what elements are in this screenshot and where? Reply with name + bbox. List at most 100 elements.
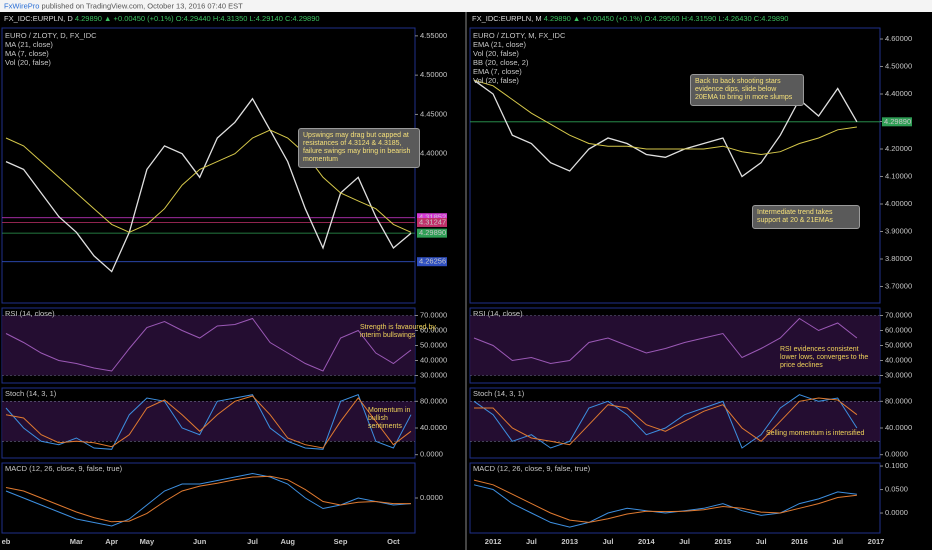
author[interactable]: FxWirePro — [4, 1, 39, 10]
ohlc: O:4.29560 H:4.31590 L:4.26430 C:4.29890 — [645, 14, 789, 23]
x-tick-label: 2015 — [715, 537, 732, 546]
x-tick-label: May — [140, 537, 155, 546]
ohlc: O:4.29440 H:4.31350 L:4.29140 C:4.29890 — [176, 14, 320, 23]
stoch-line — [474, 397, 858, 446]
annotation: Back to back shooting stars evidence dip… — [690, 74, 804, 106]
y-tick-label: 40.0000 — [885, 355, 912, 364]
y-tick-label: 4.40000 — [885, 89, 912, 98]
x-tick-label: Jul — [247, 537, 258, 546]
x-tick-label: 2013 — [561, 537, 578, 546]
y-tick-label: 70.0000 — [420, 310, 447, 319]
legend-entry: MA (7, close) — [5, 49, 49, 58]
symbol: FX_IDC:EURPLN, D — [4, 14, 73, 23]
pane-title: MACD (12, 26, close, 9, false, true) — [5, 464, 123, 473]
y-tick-label: 4.20000 — [885, 144, 912, 153]
level-label: 4.29890 — [884, 117, 911, 126]
y-tick-label: 0.0000 — [885, 508, 908, 517]
pane-frame — [469, 27, 881, 304]
stoch-line — [5, 394, 412, 450]
price-line — [5, 97, 412, 273]
publish-text: published on TradingView.com, October 13… — [42, 1, 244, 10]
stoch-line — [5, 395, 412, 449]
annotation: Strength is favaoured by interim bullswi… — [360, 324, 436, 339]
symbol-info: FX_IDC:EURPLN, D 4.29890 ▲ +0.00450 (+0.… — [4, 14, 320, 23]
x-tick-label: 2014 — [638, 537, 656, 546]
y-tick-label: 0.0000 — [885, 450, 908, 459]
y-tick-label: 4.10000 — [885, 171, 912, 180]
legend-entry: Vol (20, false) — [473, 49, 519, 58]
pane-frame — [469, 462, 881, 534]
y-tick-label: 4.60000 — [885, 34, 912, 43]
level-label: 4.29890 — [419, 228, 446, 237]
x-tick-label: 2012 — [485, 537, 502, 546]
y-tick-label: 40.0000 — [885, 423, 912, 432]
moving-average — [473, 79, 857, 156]
x-tick-label: Jul — [832, 537, 843, 546]
pane-frame — [1, 462, 416, 534]
symbol-info: FX_IDC:EURPLN, M 4.29890 ▲ +0.00450 (+0.… — [472, 14, 788, 23]
indicator-band — [2, 315, 415, 376]
y-tick-label: 80.0000 — [885, 396, 912, 405]
level-badge — [417, 213, 447, 223]
level-label: 4.26256 — [419, 257, 446, 266]
annotation: Selling momentum is intensified — [766, 430, 865, 437]
y-tick-label: 40.0000 — [420, 355, 447, 364]
y-tick-label: 4.50000 — [420, 70, 447, 79]
annotation: Upswings may drag but capped at resistan… — [298, 128, 420, 168]
legend-entry: EMA (21, close) — [473, 40, 526, 49]
y-tick-label: 0.0000 — [420, 493, 443, 502]
y-tick-label: 4.50000 — [885, 61, 912, 70]
x-tick-label: Sep — [334, 537, 348, 546]
y-tick-label: 50.0000 — [420, 340, 447, 349]
level-label: 4.31852 — [419, 213, 446, 222]
annotation: Intermediate trend takes support at 20 &… — [752, 205, 860, 229]
macd-line — [473, 484, 857, 528]
x-tick-label: Apr — [105, 537, 118, 546]
level-badge — [417, 217, 447, 227]
annotation: RSI evidences consistent lower lows, con… — [780, 346, 869, 369]
y-tick-label: 30.0000 — [420, 370, 447, 379]
legend-entry: MA (21, close) — [5, 40, 53, 49]
y-tick-label: 0.1000 — [885, 461, 908, 470]
price-line — [473, 79, 858, 178]
level-badge — [417, 257, 447, 267]
pane-title: MACD (12, 26, close, 9, false, true) — [473, 464, 591, 473]
y-tick-label: 0.0500 — [885, 485, 908, 494]
x-tick-label: Jul — [679, 537, 690, 546]
pane-title: Stoch (14, 3, 1) — [473, 389, 525, 398]
legend-entry: EMA (7, close) — [473, 67, 522, 76]
price-change: 4.29890 ▲ +0.00450 (+0.1%) — [75, 14, 174, 23]
y-tick-label: 40.0000 — [420, 423, 447, 432]
y-tick-label: 60.0000 — [420, 325, 447, 334]
publish-line: FxWirePro published on TradingView.com, … — [4, 1, 243, 10]
y-tick-label: 30.0000 — [885, 370, 912, 379]
y-tick-label: 4.40000 — [420, 149, 447, 158]
y-tick-label: 3.90000 — [885, 226, 912, 235]
y-tick-label: 3.70000 — [885, 281, 912, 290]
x-tick-label: 2017 — [868, 537, 885, 546]
x-tick-label: Jul — [756, 537, 767, 546]
legend-entry: Vol (20, false) — [473, 76, 519, 85]
x-tick-label: Jul — [526, 537, 537, 546]
y-tick-label: 50.0000 — [885, 340, 912, 349]
pane-title: Stoch (14, 3, 1) — [5, 389, 57, 398]
legend-entry: EURO / ZLOTY, M, FX_IDC — [473, 31, 566, 40]
price-change: 4.29890 ▲ +0.00450 (+0.1%) — [544, 14, 643, 23]
x-tick-label: Oct — [387, 537, 400, 546]
macd-line — [5, 472, 412, 527]
legend-entry: EURO / ZLOTY, D, FX_IDC — [5, 31, 97, 40]
rsi-line — [473, 317, 858, 365]
pane-title: RSI (14, close) — [473, 309, 523, 318]
x-tick-label: Jul — [603, 537, 614, 546]
y-tick-label: 60.0000 — [885, 325, 912, 334]
x-tick-label: Mar — [70, 537, 83, 546]
level-badge — [417, 228, 447, 238]
y-tick-label: 4.45000 — [420, 109, 447, 118]
y-tick-label: 80.0000 — [420, 396, 447, 405]
y-tick-label: 4.55000 — [420, 31, 447, 40]
legend-entry: BB (20, close, 2) — [473, 58, 529, 67]
legend-entry: Vol (20, false) — [5, 58, 51, 67]
annotation: Momentum in bullish sentiments — [368, 407, 411, 430]
